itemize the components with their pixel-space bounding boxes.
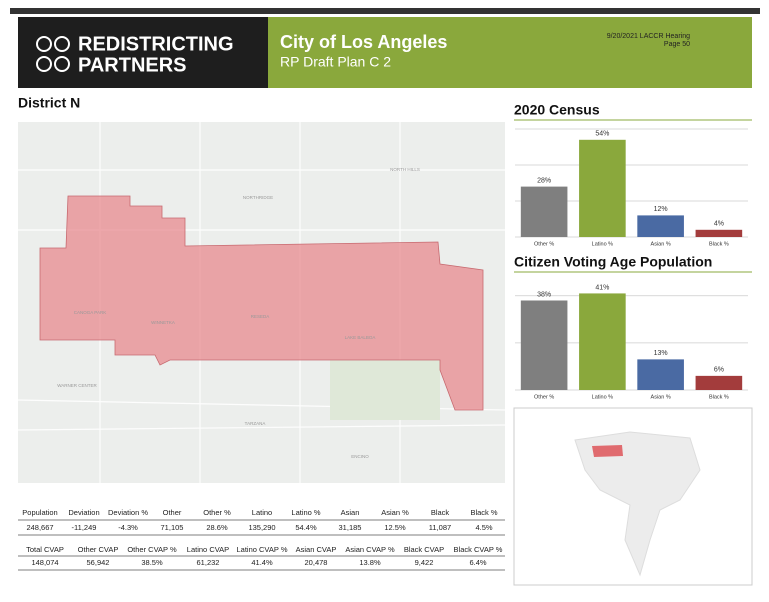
bar <box>579 293 626 390</box>
table-header: Latino <box>252 508 272 517</box>
value-label: 54% <box>595 131 609 138</box>
table-cell: 31,185 <box>339 523 362 532</box>
category-label: Other % <box>534 394 554 400</box>
map-label: NORTH HILLS <box>390 167 420 172</box>
table-header: Other <box>163 508 182 517</box>
page-number: Page 50 <box>664 41 690 48</box>
table-cell: 54.4% <box>295 523 317 532</box>
header-title: City of Los Angeles <box>280 32 447 52</box>
category-label: Asian % <box>651 394 671 400</box>
map-labels: NORTH HILLS NORTHRIDGE CANOGA PARK WINNETKA… <box>57 167 420 459</box>
table-header: Asian <box>341 508 360 517</box>
category-label: Black % <box>709 394 729 400</box>
table-cell: 13.8% <box>359 558 381 567</box>
bar <box>520 300 568 390</box>
header-box <box>268 17 752 88</box>
value-label: 6% <box>714 367 724 374</box>
map-label: NORTHRIDGE <box>243 195 273 200</box>
value-label: 4% <box>714 221 724 228</box>
bar <box>695 375 743 390</box>
table-cell: 38.5% <box>141 558 163 567</box>
inset-map <box>513 407 753 586</box>
table-header: Total CVAP <box>26 545 64 554</box>
logo-icon <box>36 36 70 72</box>
table-header: Latino % <box>291 508 321 517</box>
table-header: Latino CVAP <box>187 545 229 554</box>
table-cell: 61,232 <box>197 558 220 567</box>
table-cell: 28.6% <box>206 523 228 532</box>
table-cell: -11,249 <box>72 523 97 532</box>
charts: 2020 Census 28% Other % 54% Latino % 12% Asian… <box>514 102 752 400</box>
logo-text: REDISTRICTING <box>78 33 234 55</box>
tables: Population Deviation Deviation % Other Other… <box>18 508 505 571</box>
chart-title: Citizen Voting Age Population <box>514 254 712 270</box>
table-cell: 248,667 <box>26 523 53 532</box>
table-cell: 12.5% <box>384 523 406 532</box>
top-strip <box>10 8 760 14</box>
map <box>17 122 506 483</box>
table-cell: -4.3% <box>118 523 138 532</box>
table-cell: 4.5% <box>475 523 492 532</box>
map-label: TARZANA <box>245 421 266 426</box>
map-label: LAKE BALBOA <box>345 335 376 340</box>
hearing: 9/20/2021 LACCR Hearing <box>607 33 690 40</box>
table-header: Black % <box>470 508 497 517</box>
table-cell: 41.4% <box>251 558 273 567</box>
map-label: WARNER CENTER <box>57 383 97 388</box>
table-cell: 135,290 <box>248 523 275 532</box>
bar <box>520 186 568 237</box>
table-cell: 56,942 <box>87 558 110 567</box>
table-header: Latino CVAP % <box>236 545 287 554</box>
chart-title: 2020 Census <box>514 102 600 118</box>
table-cell: 11,087 <box>429 523 451 532</box>
bar <box>637 359 684 390</box>
value-label: 28% <box>537 177 551 184</box>
table-header: Asian CVAP % <box>345 545 395 554</box>
logo-box <box>18 17 268 88</box>
table-header: Black CVAP <box>404 545 444 554</box>
table-header: Other CVAP <box>78 545 119 554</box>
logo-text: PARTNERS <box>78 54 187 76</box>
map-label: CANOGA PARK <box>74 310 106 315</box>
category-label: Latino % <box>592 394 614 400</box>
table-cell: 9,422 <box>415 558 434 567</box>
map-label: ENCINO <box>351 454 369 459</box>
table-cell: 6.4% <box>469 558 486 567</box>
map-label: WINNETKA <box>151 320 175 325</box>
table-header: Deviation <box>68 508 99 517</box>
category-label: Latino % <box>592 241 614 247</box>
bar <box>695 229 743 237</box>
bar <box>579 139 626 237</box>
table-header: Other CVAP % <box>127 545 177 554</box>
table-header: Deviation % <box>108 508 148 517</box>
value-label: 38% <box>537 291 551 298</box>
category-label: Other % <box>534 241 554 247</box>
table-header: Population <box>22 508 57 517</box>
category-label: Black % <box>709 241 729 247</box>
table-cell: 71,105 <box>161 523 184 532</box>
bar <box>637 215 684 237</box>
table-header: Asian % <box>381 508 409 517</box>
map-label: RESEDA <box>251 314 270 319</box>
value-label: 13% <box>654 350 668 357</box>
table-cell: 148,074 <box>31 558 58 567</box>
category-label: Asian % <box>651 241 671 247</box>
value-label: 41% <box>595 284 609 291</box>
district-title: District N <box>18 95 80 111</box>
table-cell: 20,478 <box>305 558 328 567</box>
table-header: Asian CVAP <box>296 545 337 554</box>
value-label: 12% <box>654 206 668 213</box>
table-header: Black CVAP % <box>454 545 503 554</box>
header-subtitle: RP Draft Plan C 2 <box>280 54 391 70</box>
table-header: Other % <box>203 508 231 517</box>
table-header: Black <box>431 508 450 517</box>
